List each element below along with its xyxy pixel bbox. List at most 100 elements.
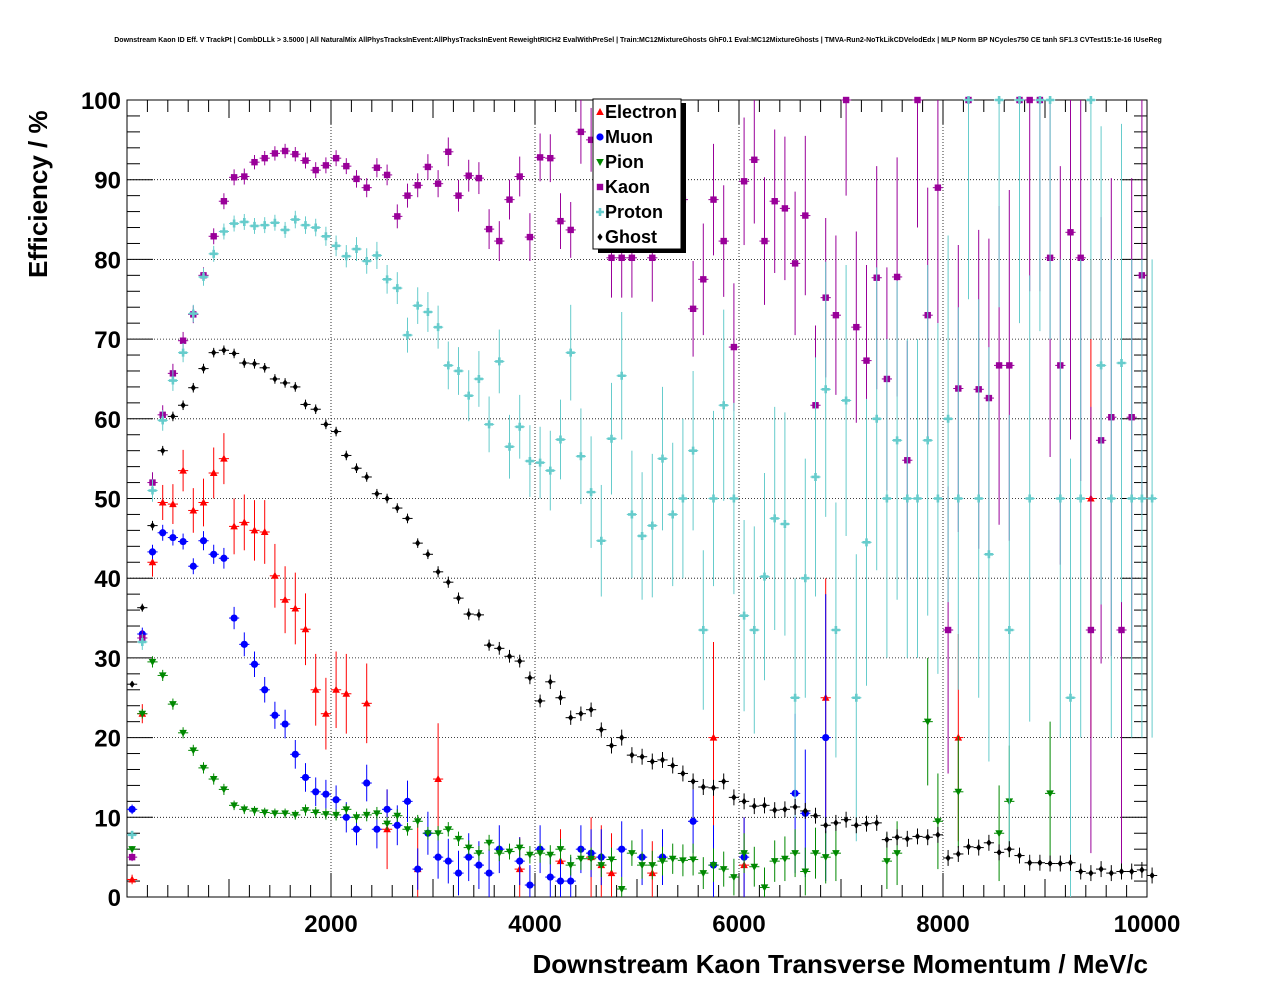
data-marker bbox=[343, 451, 349, 460]
data-marker bbox=[567, 877, 575, 885]
data-marker bbox=[1027, 859, 1033, 867]
data-point bbox=[555, 193, 566, 250]
data-point bbox=[963, 96, 974, 300]
data-marker bbox=[353, 175, 360, 183]
data-point bbox=[830, 825, 841, 882]
data-point bbox=[331, 651, 342, 729]
data-point bbox=[463, 370, 474, 422]
data-marker bbox=[1078, 867, 1084, 876]
data-marker bbox=[515, 422, 524, 431]
data-point bbox=[1014, 96, 1025, 324]
data-marker bbox=[668, 855, 677, 863]
data-marker bbox=[444, 826, 453, 834]
legend-label: Electron bbox=[605, 102, 677, 122]
data-marker bbox=[332, 796, 340, 804]
data-marker bbox=[352, 814, 361, 822]
data-point bbox=[708, 143, 719, 256]
data-marker bbox=[811, 472, 820, 481]
legend-label: Kaon bbox=[605, 177, 650, 197]
data-marker bbox=[179, 348, 188, 357]
data-marker bbox=[505, 442, 514, 451]
data-point bbox=[229, 169, 240, 186]
data-marker bbox=[323, 420, 329, 428]
data-point bbox=[147, 479, 158, 502]
data-point bbox=[1147, 867, 1158, 884]
data-marker bbox=[689, 856, 697, 864]
data-point bbox=[779, 801, 790, 818]
data-marker bbox=[362, 811, 371, 819]
data-point bbox=[616, 877, 627, 897]
data-point bbox=[239, 804, 250, 815]
data-marker bbox=[464, 844, 473, 852]
data-marker bbox=[210, 233, 217, 240]
legend: Electron Muon Pion Kaon Proton Ghost bbox=[592, 98, 686, 253]
data-marker bbox=[148, 548, 157, 556]
series-electron bbox=[127, 259, 1096, 897]
data-point bbox=[167, 529, 178, 546]
data-point bbox=[371, 488, 382, 499]
data-marker bbox=[199, 764, 208, 772]
data-marker bbox=[954, 788, 963, 796]
data-marker bbox=[485, 225, 493, 233]
data-point bbox=[331, 235, 342, 257]
data-point bbox=[341, 803, 352, 815]
data-point bbox=[494, 641, 505, 655]
data-marker bbox=[372, 251, 381, 260]
data-marker bbox=[322, 790, 330, 798]
data-marker bbox=[1067, 859, 1074, 867]
data-point bbox=[790, 798, 801, 815]
data-point bbox=[422, 292, 433, 332]
data-marker bbox=[527, 674, 533, 682]
data-point bbox=[259, 151, 270, 166]
data-point bbox=[606, 847, 617, 872]
data-marker bbox=[986, 839, 992, 847]
data-point bbox=[484, 639, 495, 651]
data-marker bbox=[413, 301, 422, 310]
legend-entry: Kaon bbox=[596, 177, 650, 197]
data-point bbox=[861, 815, 872, 832]
data-point bbox=[596, 484, 607, 597]
data-point bbox=[218, 547, 229, 569]
data-point bbox=[463, 840, 474, 855]
y-tick-label: 90 bbox=[94, 168, 121, 195]
legend-entries: Electron Muon Pion Kaon Proton Ghost bbox=[596, 102, 677, 247]
data-point bbox=[902, 830, 913, 847]
data-marker bbox=[556, 877, 565, 885]
data-point bbox=[127, 680, 138, 688]
data-marker bbox=[383, 171, 391, 179]
data-point bbox=[127, 853, 138, 862]
data-marker bbox=[475, 850, 483, 858]
data-marker bbox=[965, 843, 972, 851]
data-point bbox=[881, 339, 892, 658]
data-point bbox=[310, 806, 321, 819]
data-point bbox=[229, 215, 240, 232]
data-marker bbox=[842, 396, 851, 405]
data-point bbox=[422, 826, 433, 840]
axis-ticks: 0 10 20 30 40 50 60 70 80 90 100 2000 4000 6000 8000 10… bbox=[81, 88, 1180, 938]
data-point bbox=[932, 773, 943, 870]
data-marker bbox=[189, 562, 197, 570]
data-marker bbox=[230, 219, 239, 228]
data-point bbox=[412, 173, 423, 198]
data-marker bbox=[536, 458, 545, 467]
data-marker bbox=[1118, 626, 1125, 634]
data-point bbox=[749, 846, 760, 887]
data-marker bbox=[862, 538, 871, 547]
data-marker bbox=[506, 196, 513, 203]
data-marker bbox=[434, 323, 443, 332]
y-axis-label: Efficiency / % bbox=[23, 110, 53, 278]
data-point bbox=[575, 100, 586, 164]
data-marker bbox=[148, 558, 157, 566]
data-point bbox=[443, 822, 454, 837]
data-point bbox=[443, 576, 454, 588]
data-marker bbox=[618, 254, 625, 262]
data-marker bbox=[914, 96, 921, 104]
data-point bbox=[249, 217, 260, 234]
data-point bbox=[331, 809, 342, 821]
data-marker bbox=[629, 751, 635, 759]
data-point bbox=[1147, 259, 1158, 738]
data-marker bbox=[1005, 626, 1014, 635]
data-point bbox=[259, 363, 270, 373]
data-marker bbox=[649, 757, 655, 766]
data-marker bbox=[546, 466, 555, 475]
